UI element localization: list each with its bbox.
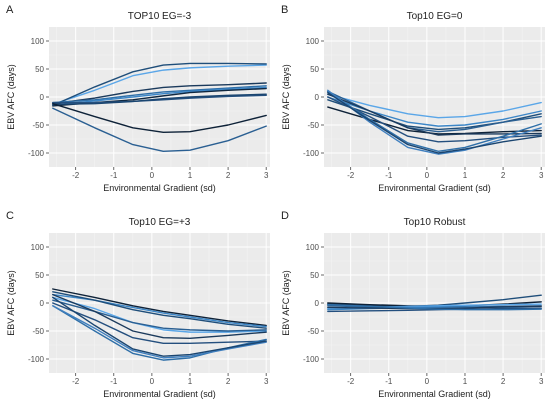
y-tick-label: 100 <box>306 243 320 252</box>
x-tick-label: -2 <box>347 377 355 386</box>
series-line <box>327 91 542 154</box>
x-tick-label: -2 <box>72 377 80 386</box>
y-tick-label: 100 <box>31 37 45 46</box>
x-tick-label: -1 <box>110 171 118 180</box>
y-tick-label: 50 <box>35 65 44 74</box>
y-axis-label: EBV AFC (days) <box>6 270 16 336</box>
series-line <box>52 94 267 104</box>
series-line <box>52 86 267 106</box>
y-tick-label: 50 <box>310 65 319 74</box>
x-tick-label: -2 <box>347 171 355 180</box>
x-tick-label: 0 <box>150 377 155 386</box>
chart-title: Top10 EG=+3 <box>129 217 191 228</box>
chart-panel: D Top10 Robust -100 -50 0 50 100 -2 -1 0 1 2 3 Enviro… <box>281 210 545 399</box>
x-tick-label: 1 <box>188 171 193 180</box>
series-line <box>327 90 542 153</box>
x-tick-label: 3 <box>539 171 544 180</box>
chart-panel: B Top10 EG=0 -100 -50 0 50 100 -2 -1 0 1 2 3 Environm… <box>281 4 545 193</box>
panel-letter: D <box>281 210 289 222</box>
y-tick-label: -100 <box>28 149 45 158</box>
series-line <box>52 302 267 345</box>
y-tick-label: -100 <box>28 355 45 364</box>
y-axis-label: EBV AFC (days) <box>6 64 16 130</box>
series-line <box>52 62 267 107</box>
series-line <box>327 89 542 155</box>
x-tick-label: -2 <box>72 171 80 180</box>
y-tick-label: 0 <box>315 93 320 102</box>
x-tick-label: 0 <box>150 171 155 180</box>
x-tick-label: 3 <box>539 377 544 386</box>
chart-title: Top10 Robust <box>404 217 466 228</box>
series-line <box>327 93 542 136</box>
x-tick-label: 2 <box>501 171 506 180</box>
series-line <box>52 103 267 133</box>
series-line <box>52 64 267 105</box>
x-tick-label: -1 <box>385 171 393 180</box>
x-tick-label: 0 <box>425 171 430 180</box>
x-axis-label: Environmental Gradient (sd) <box>103 183 216 193</box>
y-tick-label: -50 <box>32 327 44 336</box>
series-line <box>52 82 267 105</box>
y-tick-label: 100 <box>306 37 320 46</box>
x-tick-label: 0 <box>425 377 430 386</box>
x-axis-label: Environmental Gradient (sd) <box>103 389 216 399</box>
chart-title: Top10 EG=0 <box>407 11 463 22</box>
x-tick-label: 3 <box>264 377 269 386</box>
series-line <box>52 288 267 327</box>
x-tick-label: -1 <box>110 377 118 386</box>
y-tick-label: -50 <box>307 121 319 130</box>
series-line <box>52 291 267 329</box>
y-tick-label: -100 <box>303 149 320 158</box>
series-line <box>52 296 267 333</box>
chart-title: TOP10 EG=-3 <box>128 11 192 22</box>
chart-panel: A TOP10 EG=-3 -100 -50 0 50 100 -2 -1 0 1 2 3 Environ… <box>6 4 270 193</box>
series-line <box>327 96 542 143</box>
y-tick-label: 0 <box>40 299 45 308</box>
y-tick-label: 0 <box>315 299 320 308</box>
panel-letter: A <box>6 4 14 16</box>
x-axis-label: Environmental Gradient (sd) <box>378 183 491 193</box>
y-tick-label: -50 <box>32 121 44 130</box>
chart-panel: C Top10 EG=+3 -100 -50 0 50 100 -2 -1 0 1 2 3 Environ… <box>6 210 270 399</box>
y-tick-label: -100 <box>303 355 320 364</box>
y-axis-label: EBV AFC (days) <box>281 270 291 336</box>
x-tick-label: 1 <box>463 377 468 386</box>
x-tick-label: 2 <box>226 377 231 386</box>
series-line <box>52 107 267 153</box>
y-tick-label: -50 <box>307 327 319 336</box>
x-axis-label: Environmental Gradient (sd) <box>378 389 491 399</box>
x-tick-label: 3 <box>264 171 269 180</box>
y-tick-label: 50 <box>35 271 44 280</box>
series-line <box>52 296 267 357</box>
series-line <box>52 305 267 359</box>
series-line <box>327 93 542 119</box>
x-tick-label: -1 <box>385 377 393 386</box>
series-line <box>327 303 542 311</box>
y-tick-label: 0 <box>40 93 45 102</box>
series-line <box>52 85 267 104</box>
y-tick-label: 50 <box>310 271 319 280</box>
series-line <box>52 93 267 105</box>
series-line <box>52 293 267 339</box>
x-tick-label: 2 <box>226 171 231 180</box>
panel-letter: B <box>281 4 288 16</box>
y-tick-label: 100 <box>31 243 45 252</box>
x-tick-label: 1 <box>188 377 193 386</box>
x-tick-label: 1 <box>463 171 468 180</box>
y-axis-label: EBV AFC (days) <box>281 64 291 130</box>
x-tick-label: 2 <box>501 377 506 386</box>
panel-letter: C <box>6 210 14 222</box>
